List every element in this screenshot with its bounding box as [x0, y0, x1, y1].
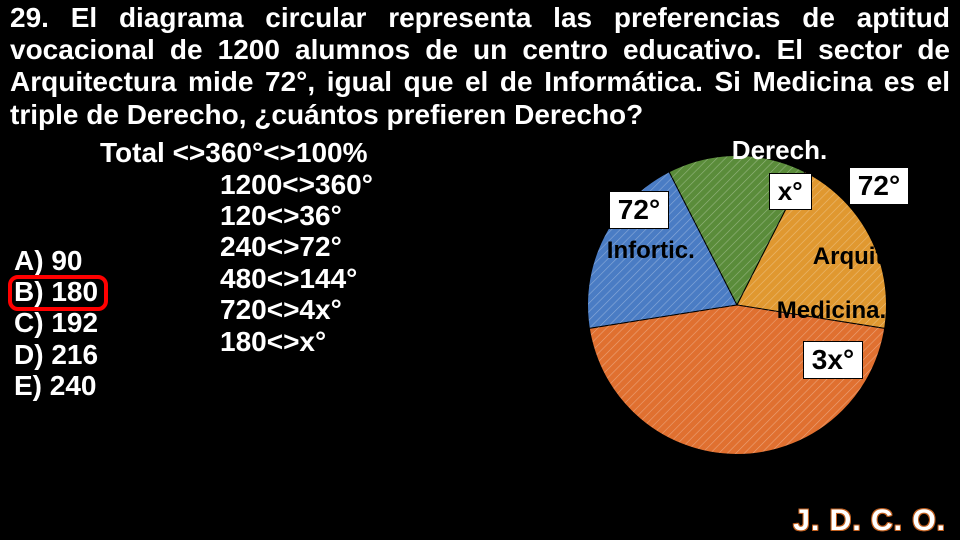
question-text: 29. El diagrama circular representa las … — [0, 0, 960, 131]
label-medicina: Medicina. — [777, 297, 886, 325]
correct-answer-highlight — [8, 275, 108, 311]
label-med-degree: 3x° — [803, 341, 863, 379]
calc-2: 120<>36° — [220, 200, 557, 231]
answer-options: A) 90 B) 180 C) 192 D) 216 E) 240 — [14, 245, 98, 402]
left-column: Total <>360°<>100% 1200<>360° 120<>36° 2… — [0, 137, 557, 357]
label-derech: Derech. — [732, 135, 827, 166]
right-column: Derech. x° 72° 72° Infortic. Arquitec. M… — [557, 137, 960, 357]
label-arquitec: Arquitec. — [813, 243, 917, 271]
option-c: C) 192 — [14, 307, 98, 338]
option-d: D) 216 — [14, 339, 98, 370]
option-a: A) 90 — [14, 245, 98, 276]
calc-5: 720<>4x° — [220, 294, 557, 325]
calc-6: 180<>x° — [220, 326, 557, 357]
label-arq-degree: 72° — [849, 167, 909, 205]
total-line: Total <>360°<>100% — [100, 137, 557, 169]
label-inf-degree: 72° — [609, 191, 669, 229]
option-e: E) 240 — [14, 370, 98, 401]
label-x-degree: x° — [769, 173, 812, 210]
calc-1: 1200<>360° — [220, 169, 557, 200]
calc-3: 240<>72° — [220, 231, 557, 262]
label-infortic: Infortic. — [607, 237, 695, 265]
author-signature: J. D. C. O. — [793, 504, 946, 538]
content-row: Total <>360°<>100% 1200<>360° 120<>36° 2… — [0, 137, 960, 357]
calc-4: 480<>144° — [220, 263, 557, 294]
